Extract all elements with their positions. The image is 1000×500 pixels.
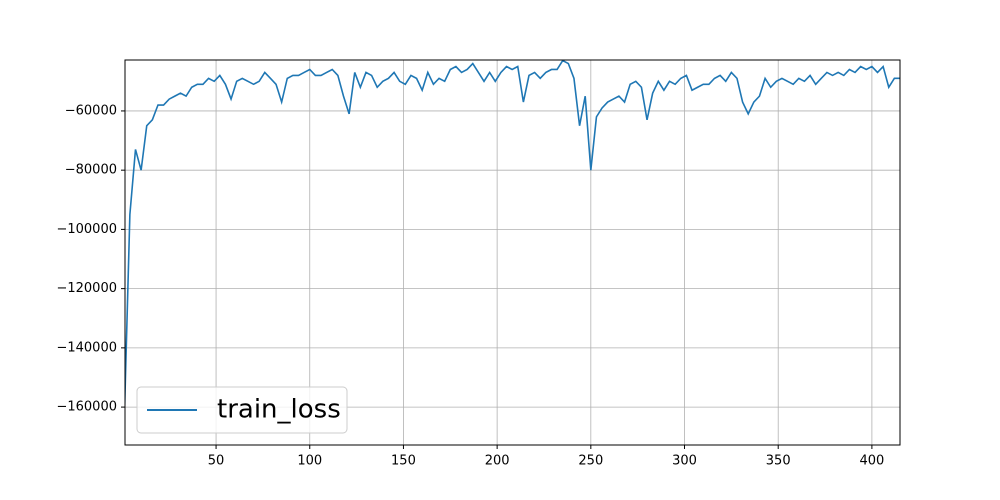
x-tick-label: 50 xyxy=(208,454,225,469)
legend-box xyxy=(136,386,348,434)
y-tick-label: −100000 xyxy=(56,222,117,237)
line xyxy=(125,60,900,422)
x-tick-label: 100 xyxy=(297,454,322,469)
x-tick-label: 150 xyxy=(391,454,416,469)
x-tick-label: 250 xyxy=(578,454,603,469)
y-tick-label: −60000 xyxy=(65,103,117,118)
legend: train_loss xyxy=(136,386,348,434)
x-tick-label: 400 xyxy=(859,454,884,469)
y-tick-label: −160000 xyxy=(56,400,117,415)
x-tick-label: 200 xyxy=(485,454,510,469)
y-tick-label: −140000 xyxy=(56,340,117,355)
y-tick-label: −80000 xyxy=(65,163,117,178)
y-tick-label: −120000 xyxy=(56,281,117,296)
legend-label: train_loss xyxy=(217,395,341,425)
axes-frame xyxy=(124,59,901,446)
x-tick-label: 300 xyxy=(672,454,697,469)
x-tick-label: 350 xyxy=(766,454,791,469)
